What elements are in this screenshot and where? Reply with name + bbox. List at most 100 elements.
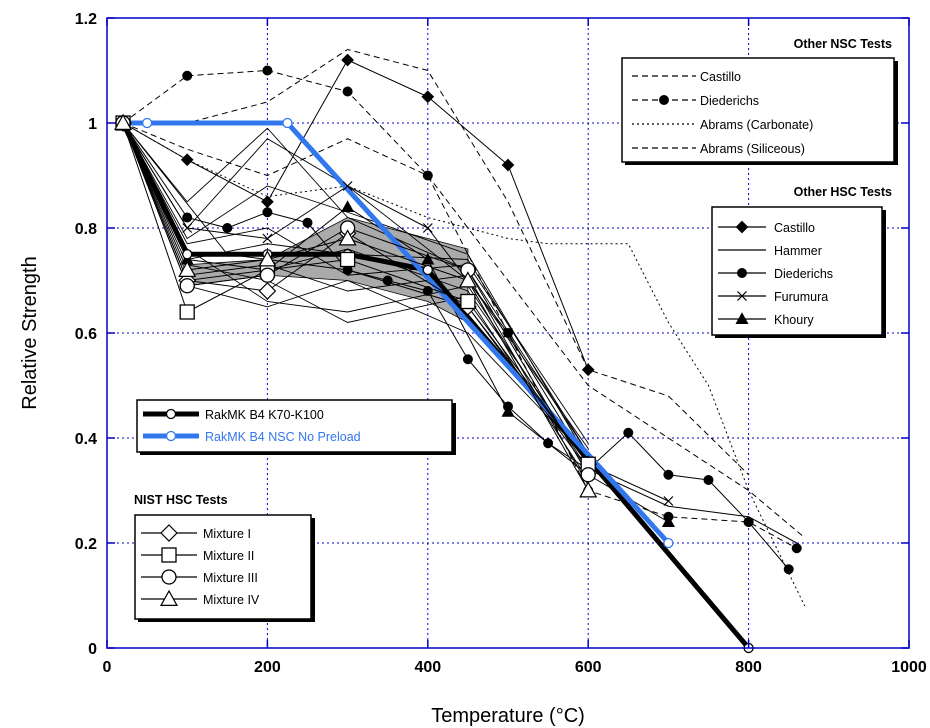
legend-nist-hsc: NIST HSC Tests Mixture I Mixture II Mixtur…	[134, 493, 315, 622]
legend-nsc-title: Other NSC Tests	[794, 37, 892, 51]
series-line	[122, 122, 589, 465]
y-tick-label: 0	[88, 641, 97, 658]
data-point	[182, 70, 193, 81]
data-point	[581, 363, 595, 377]
data-point	[182, 223, 193, 233]
data-point	[460, 293, 476, 310]
legend-nist-shadow	[311, 518, 315, 622]
legend-label: Furumura	[774, 290, 828, 304]
series-markers	[114, 53, 802, 654]
legend-hsc-shadow-bottom	[715, 335, 886, 338]
data-point	[178, 260, 197, 277]
series-line	[122, 122, 589, 491]
data-point	[141, 117, 153, 129]
series-line	[123, 49, 749, 476]
data-point	[579, 481, 598, 498]
y-tick-label: 0.6	[75, 326, 97, 343]
x-tick-label: 400	[414, 659, 441, 676]
legend-marker	[161, 569, 177, 585]
x-axis-label: Temperature (°C)	[431, 705, 585, 727]
data-point	[462, 354, 473, 365]
legend-label: Mixture IV	[203, 593, 260, 607]
data-point	[663, 537, 674, 549]
data-point	[262, 65, 273, 76]
legend-label: Castillo	[700, 70, 741, 84]
y-axis-label: Relative Strength	[19, 256, 41, 409]
data-point	[580, 467, 596, 483]
x-tick-label: 1000	[891, 659, 927, 676]
legend-marker	[737, 268, 747, 278]
legend-other-nsc: Other NSC Tests Castillo Diederichs Abrams…	[621, 37, 898, 165]
y-tick-label: 1.2	[75, 11, 97, 28]
legend-main-items: RakMK B4 K70-K100 RakMK B4 NSC No Preload	[143, 408, 361, 444]
data-point	[623, 427, 634, 438]
data-point	[338, 229, 357, 246]
legend-label: Abrams (Carbonate)	[700, 118, 813, 132]
data-point	[179, 278, 195, 294]
legend-nist-title: NIST HSC Tests	[134, 493, 228, 507]
data-point	[791, 543, 802, 554]
data-point	[182, 212, 193, 223]
x-tick-label: 0	[103, 659, 112, 676]
legend-label: Diederichs	[774, 267, 833, 281]
data-point	[282, 117, 293, 129]
test-line	[122, 122, 589, 486]
legend-nsc-box	[621, 57, 895, 163]
test-line	[122, 122, 589, 460]
data-point	[422, 264, 433, 276]
legend-label: Mixture I	[203, 527, 251, 541]
legend-marker	[735, 220, 749, 234]
legend-nsc-items: Castillo Diederichs Abrams (Carbonate) Abra…	[632, 70, 813, 156]
y-tick-label: 1	[88, 116, 97, 133]
data-point	[422, 170, 433, 181]
data-point	[382, 275, 393, 286]
y-tick-label: 0.4	[75, 431, 97, 448]
legend-hsc-title: Other HSC Tests	[794, 185, 892, 199]
legend-label: Hammer	[774, 244, 822, 258]
legend-other-hsc: Other HSC Tests Castillo Hammer Diederichs…	[711, 185, 892, 338]
data-point	[743, 517, 754, 527]
legend-marker	[735, 312, 749, 324]
data-point	[302, 217, 313, 228]
data-point	[501, 405, 515, 417]
data-point	[501, 158, 515, 172]
data-point	[341, 53, 354, 67]
legend-label: Khoury	[774, 313, 814, 327]
legend-nsc-shadow-bottom	[625, 162, 898, 165]
data-point	[421, 252, 435, 265]
test-line	[122, 122, 589, 481]
data-point	[342, 181, 353, 191]
data-point	[179, 304, 195, 320]
legend-marker	[165, 408, 177, 420]
data-point	[222, 223, 233, 233]
data-point	[114, 113, 133, 130]
data-point	[503, 328, 513, 338]
data-point	[422, 286, 433, 296]
data-point	[341, 200, 355, 212]
series-lines	[120, 49, 806, 650]
data-point	[258, 250, 277, 267]
legend-label: RakMK B4 K70-K100	[205, 408, 324, 422]
data-point	[182, 249, 193, 260]
x-tick-label: 800	[735, 659, 762, 676]
data-point	[783, 564, 794, 575]
legend-nsc-shadow	[894, 61, 898, 165]
legend-nist-items: Mixture I Mixture II Mixture III Mixture IV	[141, 524, 260, 607]
legend-label: Mixture II	[203, 549, 254, 563]
legend-marker	[161, 547, 177, 563]
data-point	[703, 475, 714, 485]
data-point	[421, 90, 435, 104]
x-tick-label: 200	[254, 659, 281, 676]
legend-marker	[159, 589, 179, 607]
data-point	[663, 496, 674, 506]
legend-hsc-items: Castillo Hammer Diederichs Furumura Khoury	[718, 220, 833, 327]
data-point	[342, 86, 353, 97]
series-line	[122, 122, 806, 539]
series-line	[123, 120, 671, 545]
legend-label: Abrams (Siliceous)	[700, 142, 805, 156]
legend-label: Castillo	[774, 221, 815, 235]
x-tick-label: 600	[575, 659, 602, 676]
axis-ticks: 0 200 400 600 800 1000 0 0.2 0.4 0.6 0.8 1 1.2	[75, 11, 927, 676]
legend-main-shadow-bottom	[140, 452, 456, 455]
